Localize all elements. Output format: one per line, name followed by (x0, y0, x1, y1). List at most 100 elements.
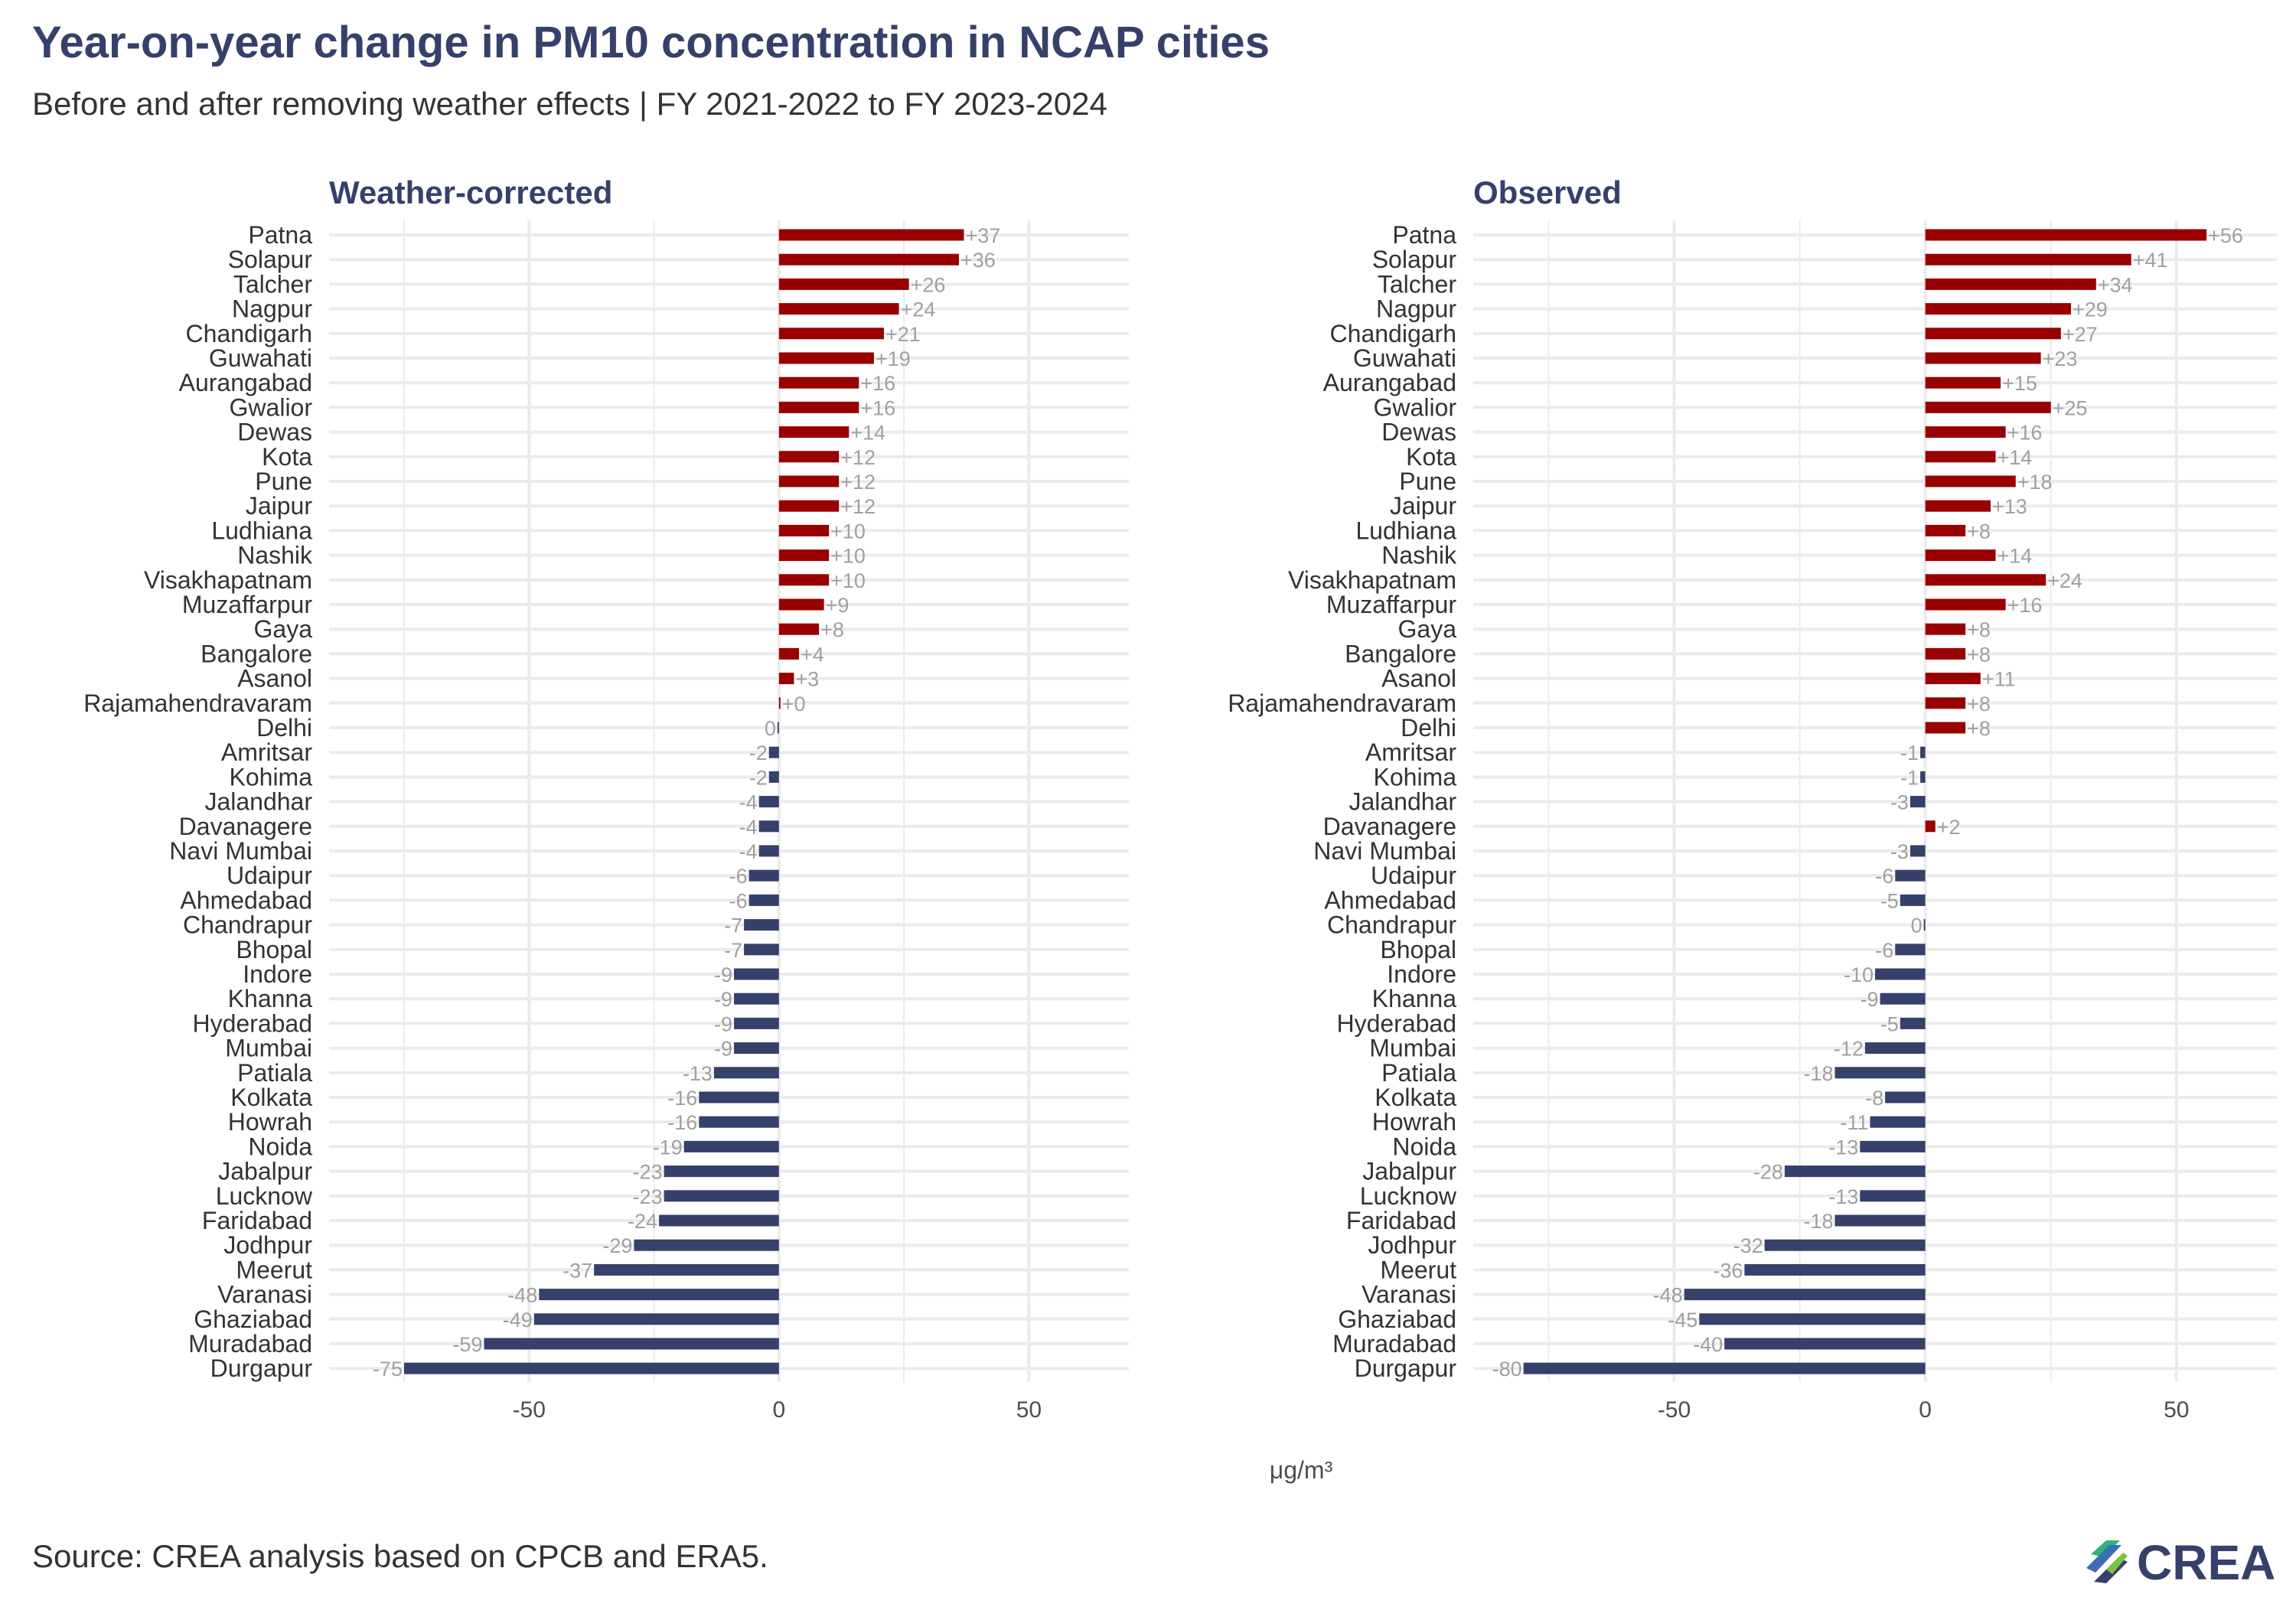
value-label: +12 (840, 471, 876, 494)
value-label: +14 (850, 422, 885, 445)
category-label: Bangalore (1345, 640, 1456, 667)
category-label: Indore (1387, 960, 1456, 988)
bar-delhi (777, 722, 779, 734)
value-label: -18 (1803, 1210, 1833, 1233)
bar-chandigarh (778, 328, 884, 340)
value-label: -18 (1803, 1062, 1833, 1085)
category-label: Chandrapur (183, 911, 312, 939)
bar-muradabad (1724, 1338, 1926, 1350)
value-label: -16 (667, 1111, 697, 1134)
value-label: -48 (1653, 1284, 1683, 1307)
bar-bangalore (778, 647, 799, 660)
bar-chandigarh (1925, 328, 2061, 340)
bar-jabalpur (1784, 1165, 1926, 1178)
bar-aurangabad (1925, 376, 2001, 389)
category-label: Amritsar (221, 738, 312, 766)
value-label: -37 (563, 1259, 592, 1282)
category-label: Aurangabad (179, 369, 312, 396)
category-label: Ghaziabad (1338, 1305, 1456, 1333)
category-label: Jabalpur (1362, 1158, 1456, 1185)
category-label: Ludhiana (1355, 517, 1456, 544)
bar-navi-mumbai (1910, 845, 1926, 857)
category-label: Rajamahendravaram (1228, 689, 1456, 717)
value-label: +0 (782, 693, 806, 715)
value-label: -19 (653, 1136, 683, 1159)
x-tick-label: 50 (1016, 1397, 1042, 1423)
bar-dewas (1925, 426, 2006, 438)
value-label: +23 (2043, 347, 2078, 370)
bar-jalandhar (1910, 796, 1926, 808)
category-label: Chandrapur (1327, 911, 1456, 939)
bar-faridabad (1835, 1214, 1926, 1227)
bar-hyderabad (734, 1017, 779, 1029)
value-label: +8 (1967, 520, 1991, 543)
value-label: -8 (1865, 1087, 1883, 1110)
category-label: Patna (248, 221, 312, 249)
value-label: +16 (860, 372, 895, 395)
bar-bangalore (1925, 647, 1966, 660)
category-label: Ludhiana (211, 517, 312, 544)
category-label: Jaipur (1390, 492, 1457, 520)
bar-meerut (594, 1263, 779, 1276)
category-label: Dewas (1381, 419, 1456, 446)
category-label: Nagpur (1376, 295, 1456, 323)
bar-ludhiana (1925, 524, 1966, 536)
category-label: Nashik (237, 542, 313, 569)
category-label: Rajamahendravaram (83, 689, 312, 717)
category-label: Faridabad (202, 1207, 312, 1234)
category-label: Navi Mumbai (169, 837, 312, 865)
bar-solapur (778, 253, 959, 266)
value-label: -13 (1828, 1136, 1858, 1159)
category-label: Kota (262, 443, 312, 471)
value-label: +10 (830, 569, 866, 592)
value-label: +12 (840, 495, 876, 518)
category-label: Jabalpur (218, 1158, 312, 1185)
category-label: Lucknow (216, 1182, 313, 1210)
bar-visakhapatnam (1925, 574, 2047, 586)
value-label: -13 (683, 1062, 713, 1085)
value-label: -7 (724, 914, 742, 937)
value-label: +16 (860, 396, 895, 419)
category-label: Howrah (1372, 1108, 1456, 1136)
category-label: Davanagere (179, 813, 312, 840)
category-label: Hyderabad (192, 1009, 312, 1037)
category-label: Visakhapatnam (144, 566, 312, 594)
value-label: -11 (1840, 1111, 1868, 1134)
bar-navi-mumbai (758, 845, 779, 857)
bar-mumbai (1864, 1042, 1926, 1054)
chart-subtitle: Before and after removing weather effect… (32, 86, 1107, 122)
category-label: Solapur (1372, 246, 1457, 273)
category-label: Muradabad (188, 1330, 312, 1358)
value-label: +10 (830, 545, 866, 568)
category-label: Howrah (228, 1108, 312, 1136)
category-label: Udaipur (227, 862, 312, 889)
value-label: -6 (1875, 865, 1893, 888)
bar-gaya (778, 623, 820, 635)
category-label: Amritsar (1365, 738, 1456, 766)
bar-howrah (699, 1116, 779, 1128)
bar-noida (1860, 1140, 1926, 1152)
category-label: Nashik (1381, 542, 1457, 569)
crea-logo-icon (2086, 1540, 2128, 1583)
bar-kota (1925, 451, 1996, 463)
category-label: Kolkata (230, 1084, 312, 1111)
bar-pune (778, 475, 840, 487)
value-label: -2 (749, 766, 768, 789)
chart-title: Year-on-year change in PM10 concentratio… (32, 18, 1270, 67)
value-label: -1 (1900, 766, 1919, 789)
value-label: -40 (1693, 1333, 1723, 1356)
bar-rajamahendravaram (1925, 697, 1966, 709)
chart-area: Weather-corrected+37+36+26+24+21+19+16+1… (83, 174, 2277, 1484)
category-label: Ahmedabad (1324, 886, 1456, 914)
value-label: -36 (1713, 1259, 1743, 1282)
category-label: Asanol (1381, 665, 1456, 693)
value-label: -28 (1753, 1161, 1783, 1184)
value-label: +8 (1967, 618, 1991, 641)
value-label: -4 (739, 816, 758, 839)
value-label: +16 (2007, 594, 2043, 617)
value-label: +14 (1998, 446, 2033, 469)
bar-jodhpur (634, 1239, 779, 1251)
x-tick-label: 0 (772, 1397, 785, 1423)
value-label: 0 (765, 717, 776, 740)
value-label: -10 (1844, 963, 1874, 986)
